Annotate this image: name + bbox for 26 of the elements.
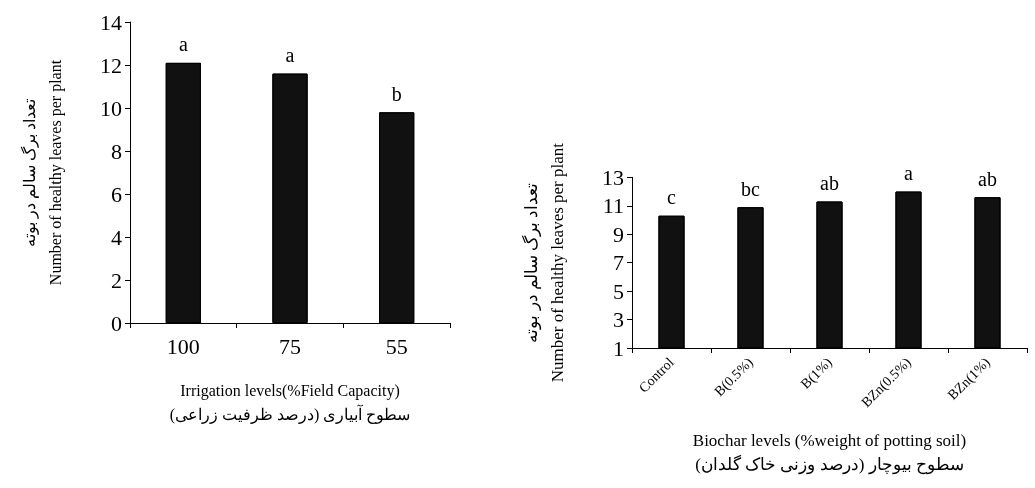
y-tick-label: 10 bbox=[100, 95, 122, 121]
annotation: a bbox=[178, 33, 188, 56]
y-tick-label: 9 bbox=[613, 221, 624, 247]
y-tick-label: 6 bbox=[111, 181, 122, 207]
y-tick-label: 4 bbox=[111, 224, 122, 250]
y-tick-label: 0 bbox=[111, 310, 122, 336]
y-tick-label: 8 bbox=[111, 138, 122, 164]
annotation: c bbox=[667, 186, 677, 209]
y-tick-label: 11 bbox=[602, 193, 624, 219]
annotation: bc bbox=[741, 177, 761, 200]
y-tick-label: 14 bbox=[100, 9, 122, 35]
annotation: a bbox=[904, 162, 914, 185]
y-tick-label: 5 bbox=[613, 278, 624, 304]
y-tick-label: 3 bbox=[613, 307, 624, 333]
y-tick-label: 13 bbox=[602, 164, 624, 190]
y-tick-label: 1 bbox=[613, 335, 624, 361]
y-tick-label: 7 bbox=[613, 250, 624, 276]
x-tick-label: 75 bbox=[279, 333, 301, 359]
x-tick-label: 100 bbox=[166, 333, 200, 359]
y-tick-label: 2 bbox=[111, 267, 122, 293]
x-tick-label: 55 bbox=[385, 333, 408, 359]
annotation: b bbox=[391, 82, 402, 105]
annotation: ab bbox=[820, 172, 839, 195]
y-tick-label: 12 bbox=[100, 52, 122, 78]
annotation: ab bbox=[978, 167, 997, 190]
annotation: a bbox=[285, 44, 295, 67]
